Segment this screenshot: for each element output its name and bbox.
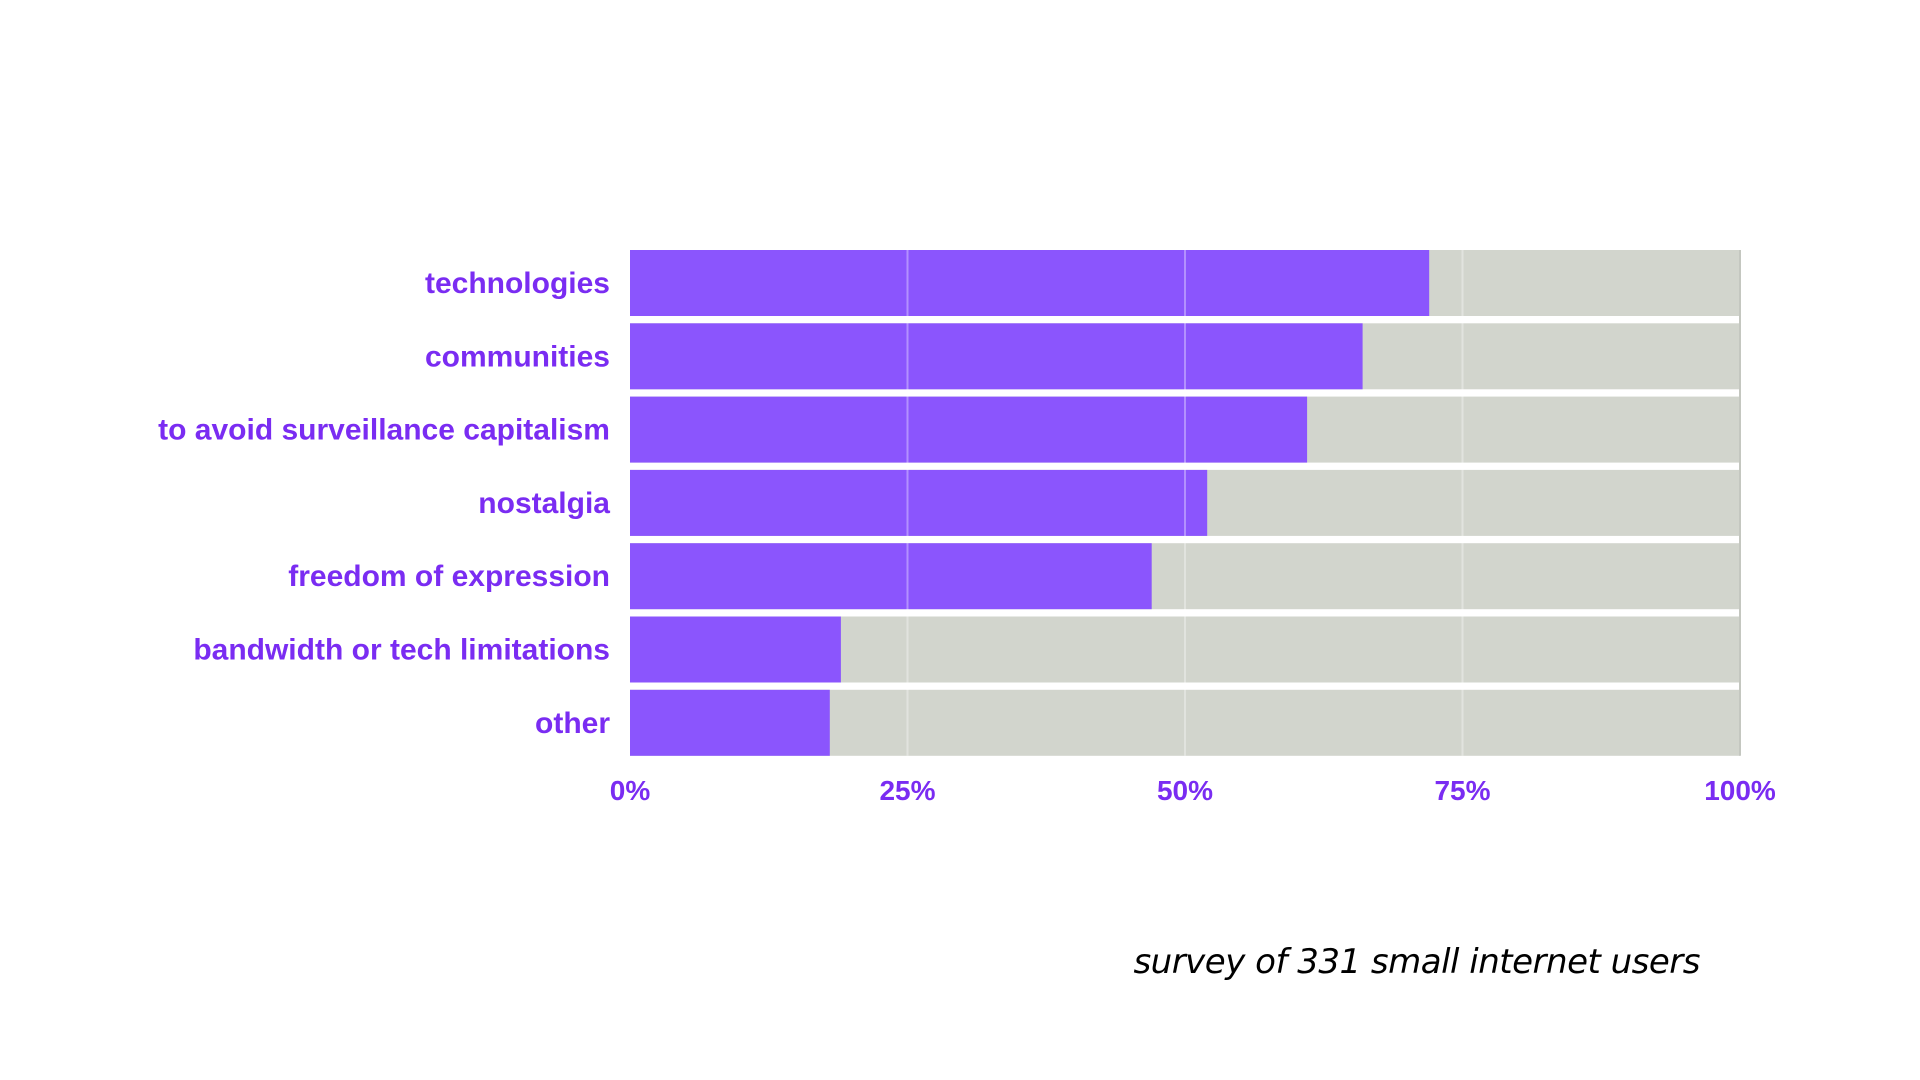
bar	[630, 396, 1308, 463]
category-label: nostalgia	[478, 487, 610, 520]
x-tick-label: 25%	[879, 775, 935, 806]
category-label: freedom of expression	[288, 560, 610, 593]
x-tick-label: 100%	[1704, 775, 1776, 806]
bar	[630, 323, 1363, 390]
category-label: technologies	[425, 267, 610, 300]
category-label: to avoid surveillance capitalism	[158, 414, 610, 447]
bar	[630, 616, 841, 683]
bar	[630, 250, 1430, 316]
x-tick-label: 75%	[1434, 775, 1490, 806]
category-label: communities	[425, 340, 610, 373]
bar	[630, 689, 830, 756]
x-tick-label: 50%	[1157, 775, 1213, 806]
category-label: bandwidth or tech limitations	[193, 634, 610, 667]
survey-caption: survey of 331 small internet users	[1133, 942, 1700, 982]
bar	[630, 543, 1152, 610]
bar	[630, 469, 1208, 536]
category-label: other	[535, 707, 610, 740]
x-tick-label: 0%	[610, 775, 651, 806]
